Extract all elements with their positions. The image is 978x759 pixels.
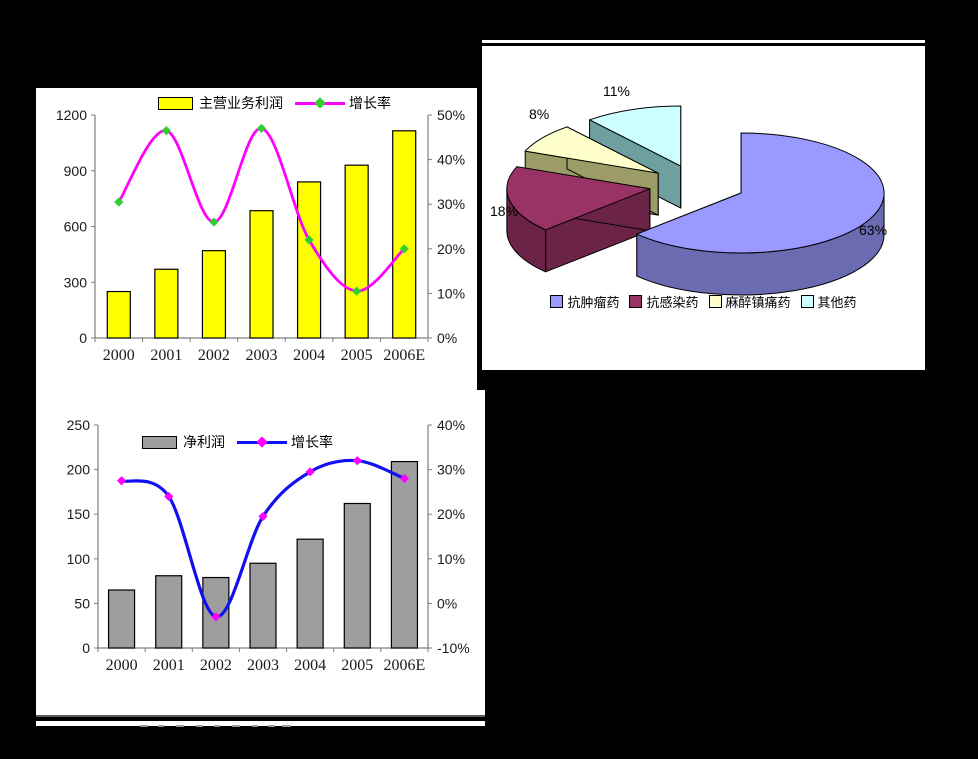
pie-legend-label: 抗感染药 [646,295,699,310]
svg-text:2005: 2005 [341,347,373,364]
caption-remnant-dash [176,725,184,727]
svg-text:2000: 2000 [103,347,135,364]
caption-remnant-dash [252,725,258,727]
svg-text:0: 0 [79,330,87,346]
legend-line-label: 增长率 [349,97,391,112]
caption-remnant-dash [140,725,148,727]
pie-legend-label: 麻醉镇痛药 [725,295,791,310]
svg-text:10%: 10% [437,285,465,301]
svg-text:2001: 2001 [153,657,185,674]
svg-text:1200: 1200 [56,107,87,123]
svg-text:50: 50 [74,595,90,611]
pie-legend-item: 其他药 [800,292,857,311]
svg-text:50%: 50% [437,107,465,123]
pie-legend-item: 抗感染药 [629,292,699,311]
svg-text:20%: 20% [437,241,465,257]
svg-text:2004: 2004 [294,657,326,674]
pie-legend-item: 麻醉镇痛药 [708,292,791,311]
net-profit-chart-panel: 0 50 100 150 200 250 -10% 0% 10% 20% 30% 40% 2000 200… [36,390,485,715]
svg-text:30%: 30% [437,462,465,478]
caption-remnant-dash [158,725,164,727]
caption-remnant-dash [196,725,203,727]
net-profit-chart-legend: 净利润 增长率 [142,432,333,452]
net-profit-chart-canvas: 0 50 100 150 200 250 -10% 0% 10% 20% 30% 40% 2000 200… [67,417,470,674]
legend-bar-label: 净利润 [183,436,225,451]
svg-text:2003: 2003 [246,347,278,364]
pie-slice-label-8: 8% [529,106,550,122]
svg-text:2000: 2000 [106,657,138,674]
svg-text:30%: 30% [437,196,465,212]
caption-remnant-dash [268,725,275,727]
svg-text:2003: 2003 [247,657,279,674]
svg-text:20%: 20% [437,506,465,522]
svg-text:0%: 0% [437,330,457,346]
legend-line-sample [237,436,287,448]
svg-text:-10%: -10% [437,640,470,656]
pie-legend-label: 抗肿瘤药 [567,295,620,310]
drug-category-pie-canvas [506,105,885,296]
legend-bar-swatch [142,435,177,449]
svg-text:0%: 0% [437,595,457,611]
pie-legend-swatch [708,295,722,308]
svg-text:250: 250 [67,417,91,433]
svg-text:600: 600 [64,219,88,235]
svg-text:40%: 40% [437,417,465,433]
caption-remnant-dash [282,725,291,727]
pie-legend-label: 其他药 [817,295,857,310]
pie-slice-label-63: 63% [859,222,888,238]
legend-line-sample [295,97,345,109]
svg-text:2002: 2002 [200,657,232,674]
pie-legend-swatch [550,295,564,308]
caption-remnant-dash [232,725,240,727]
caption-divider-line [36,715,485,717]
drug-category-pie-legend: 抗肿瘤药 抗感染药 麻醉镇痛药 其他药 [482,292,925,311]
main-business-profit-chart-legend: 主营业务利润 增长率 [158,93,391,113]
svg-text:2006E: 2006E [384,657,426,674]
svg-text:2006E: 2006E [383,347,425,364]
pie-legend-item: 抗肿瘤药 [550,292,619,311]
svg-text:200: 200 [67,462,91,478]
svg-text:300: 300 [64,274,88,290]
svg-text:2004: 2004 [293,347,325,364]
svg-text:900: 900 [64,163,88,179]
svg-text:100: 100 [67,551,91,567]
svg-text:2002: 2002 [198,347,230,364]
svg-text:40%: 40% [437,152,465,168]
pie-slice-label-18: 18% [490,203,519,219]
pie-legend-swatch [629,295,643,308]
svg-text:150: 150 [67,506,91,522]
main-business-profit-chart-panel: 0 300 600 900 1200 0% 10% 20% 30% 40% 50% 2000 2001 2… [36,88,477,390]
main-business-profit-chart-canvas: 0 300 600 900 1200 0% 10% 20% 30% 40% 50% 2000 2001 2… [56,107,465,364]
legend-bar-label: 主营业务利润 [199,97,283,112]
caption-remnant-dash [214,725,220,727]
pie-legend-swatch [800,295,814,308]
svg-text:10%: 10% [437,551,465,567]
legend-bar-swatch [158,96,193,110]
svg-text:0: 0 [82,640,90,656]
svg-text:2001: 2001 [150,347,182,364]
svg-text:2005: 2005 [341,657,373,674]
legend-line-label: 增长率 [291,436,333,451]
caption-strip [36,721,485,726]
pie-slice-label-11: 11% [603,83,630,99]
drug-category-pie-panel: 63% 18% 8% 11% 抗肿瘤药 抗感染药 麻醉镇痛药 其他药 [482,40,925,370]
pie-panel-top-rule [482,43,925,46]
